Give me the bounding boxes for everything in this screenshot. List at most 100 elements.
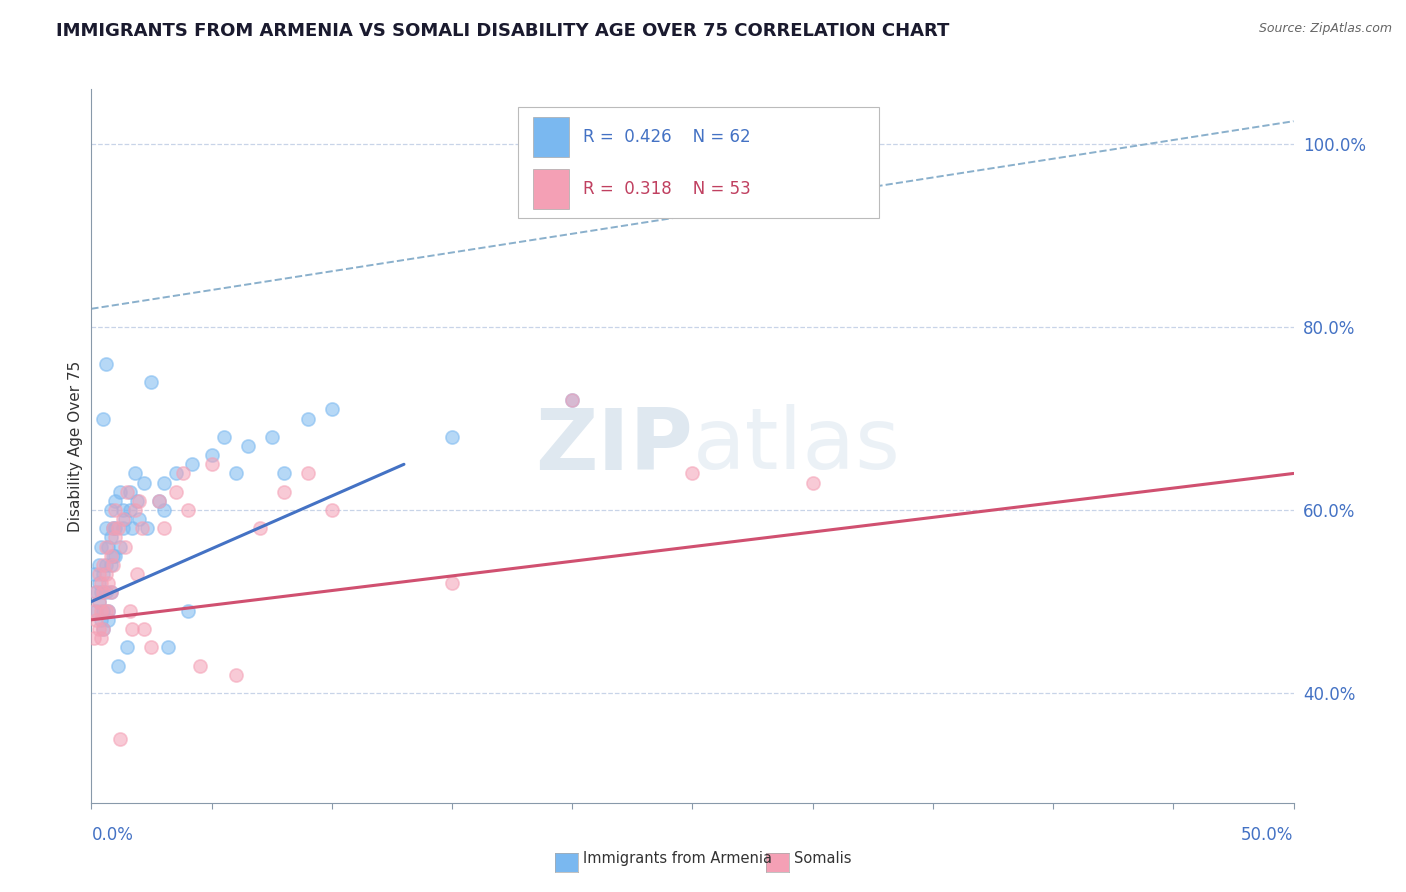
Y-axis label: Disability Age Over 75: Disability Age Over 75 [67, 360, 83, 532]
Point [100, 585, 122, 599]
Point [201, 448, 224, 462]
Point [110, 484, 132, 499]
Point [260, 430, 283, 444]
Point [104, 549, 127, 563]
Point [141, 375, 163, 389]
Point [148, 494, 170, 508]
Point [111, 521, 134, 535]
Point [97, 540, 120, 554]
Point [152, 503, 174, 517]
Point [157, 640, 180, 655]
Point [321, 503, 343, 517]
Point [172, 467, 194, 481]
Point [148, 494, 170, 508]
Point [101, 521, 124, 535]
Point [134, 622, 156, 636]
Point [118, 503, 141, 517]
Point [135, 521, 157, 535]
Point [90, 631, 112, 645]
Point [84, 585, 107, 599]
Point [297, 467, 319, 481]
Point [90, 576, 112, 591]
FancyBboxPatch shape [533, 118, 568, 157]
Point [104, 531, 127, 545]
Point [100, 531, 122, 545]
Point [165, 484, 187, 499]
Point [176, 503, 198, 517]
Point [93, 622, 115, 636]
Point [94, 558, 117, 572]
Point [236, 439, 259, 453]
Point [128, 494, 150, 508]
Point [121, 521, 143, 535]
Point [93, 558, 115, 572]
Point [90, 613, 112, 627]
Point [131, 521, 153, 535]
Text: Somalis: Somalis [794, 851, 852, 865]
Text: 0.0%: 0.0% [91, 826, 134, 844]
Point [321, 402, 343, 417]
Point [152, 475, 174, 490]
Text: ZIP: ZIP [534, 404, 692, 488]
Point [114, 540, 136, 554]
Point [100, 558, 122, 572]
Point [134, 475, 156, 490]
Point [201, 458, 224, 472]
Point [118, 484, 141, 499]
Point [97, 604, 120, 618]
Point [94, 357, 117, 371]
Point [100, 549, 122, 563]
Point [117, 484, 139, 499]
Text: Immigrants from Armenia: Immigrants from Armenia [583, 851, 772, 865]
Point [101, 521, 124, 535]
Text: R =  0.318    N = 53: R = 0.318 N = 53 [583, 180, 751, 198]
Point [97, 576, 120, 591]
Point [87, 567, 110, 582]
Point [125, 567, 148, 582]
Point [125, 494, 148, 508]
Point [107, 658, 129, 673]
Point [100, 503, 122, 517]
Point [110, 731, 132, 746]
Point [118, 604, 141, 618]
Point [188, 658, 211, 673]
Point [114, 512, 136, 526]
Point [249, 521, 271, 535]
Point [87, 594, 110, 608]
Point [87, 558, 110, 572]
Point [681, 467, 703, 481]
Point [124, 503, 146, 517]
Text: atlas: atlas [692, 404, 900, 488]
Point [225, 667, 247, 681]
FancyBboxPatch shape [533, 169, 568, 209]
Point [152, 521, 174, 535]
Point [117, 640, 139, 655]
Point [100, 585, 122, 599]
Point [101, 558, 124, 572]
Point [93, 622, 115, 636]
Point [94, 540, 117, 554]
Point [212, 430, 235, 444]
Point [97, 613, 120, 627]
Point [83, 604, 105, 618]
Point [90, 540, 112, 554]
Point [83, 631, 105, 645]
Point [107, 521, 129, 535]
Point [87, 576, 110, 591]
Point [225, 467, 247, 481]
Point [440, 430, 463, 444]
Point [440, 576, 463, 591]
Point [94, 567, 117, 582]
Point [561, 393, 583, 408]
Point [84, 604, 107, 618]
Point [97, 604, 120, 618]
Text: Source: ZipAtlas.com: Source: ZipAtlas.com [1258, 22, 1392, 36]
Point [165, 467, 187, 481]
Point [273, 467, 295, 481]
Text: R =  0.426    N = 62: R = 0.426 N = 62 [583, 128, 751, 146]
Point [104, 521, 127, 535]
Point [121, 622, 143, 636]
Point [94, 585, 117, 599]
Point [801, 475, 824, 490]
Point [93, 585, 115, 599]
